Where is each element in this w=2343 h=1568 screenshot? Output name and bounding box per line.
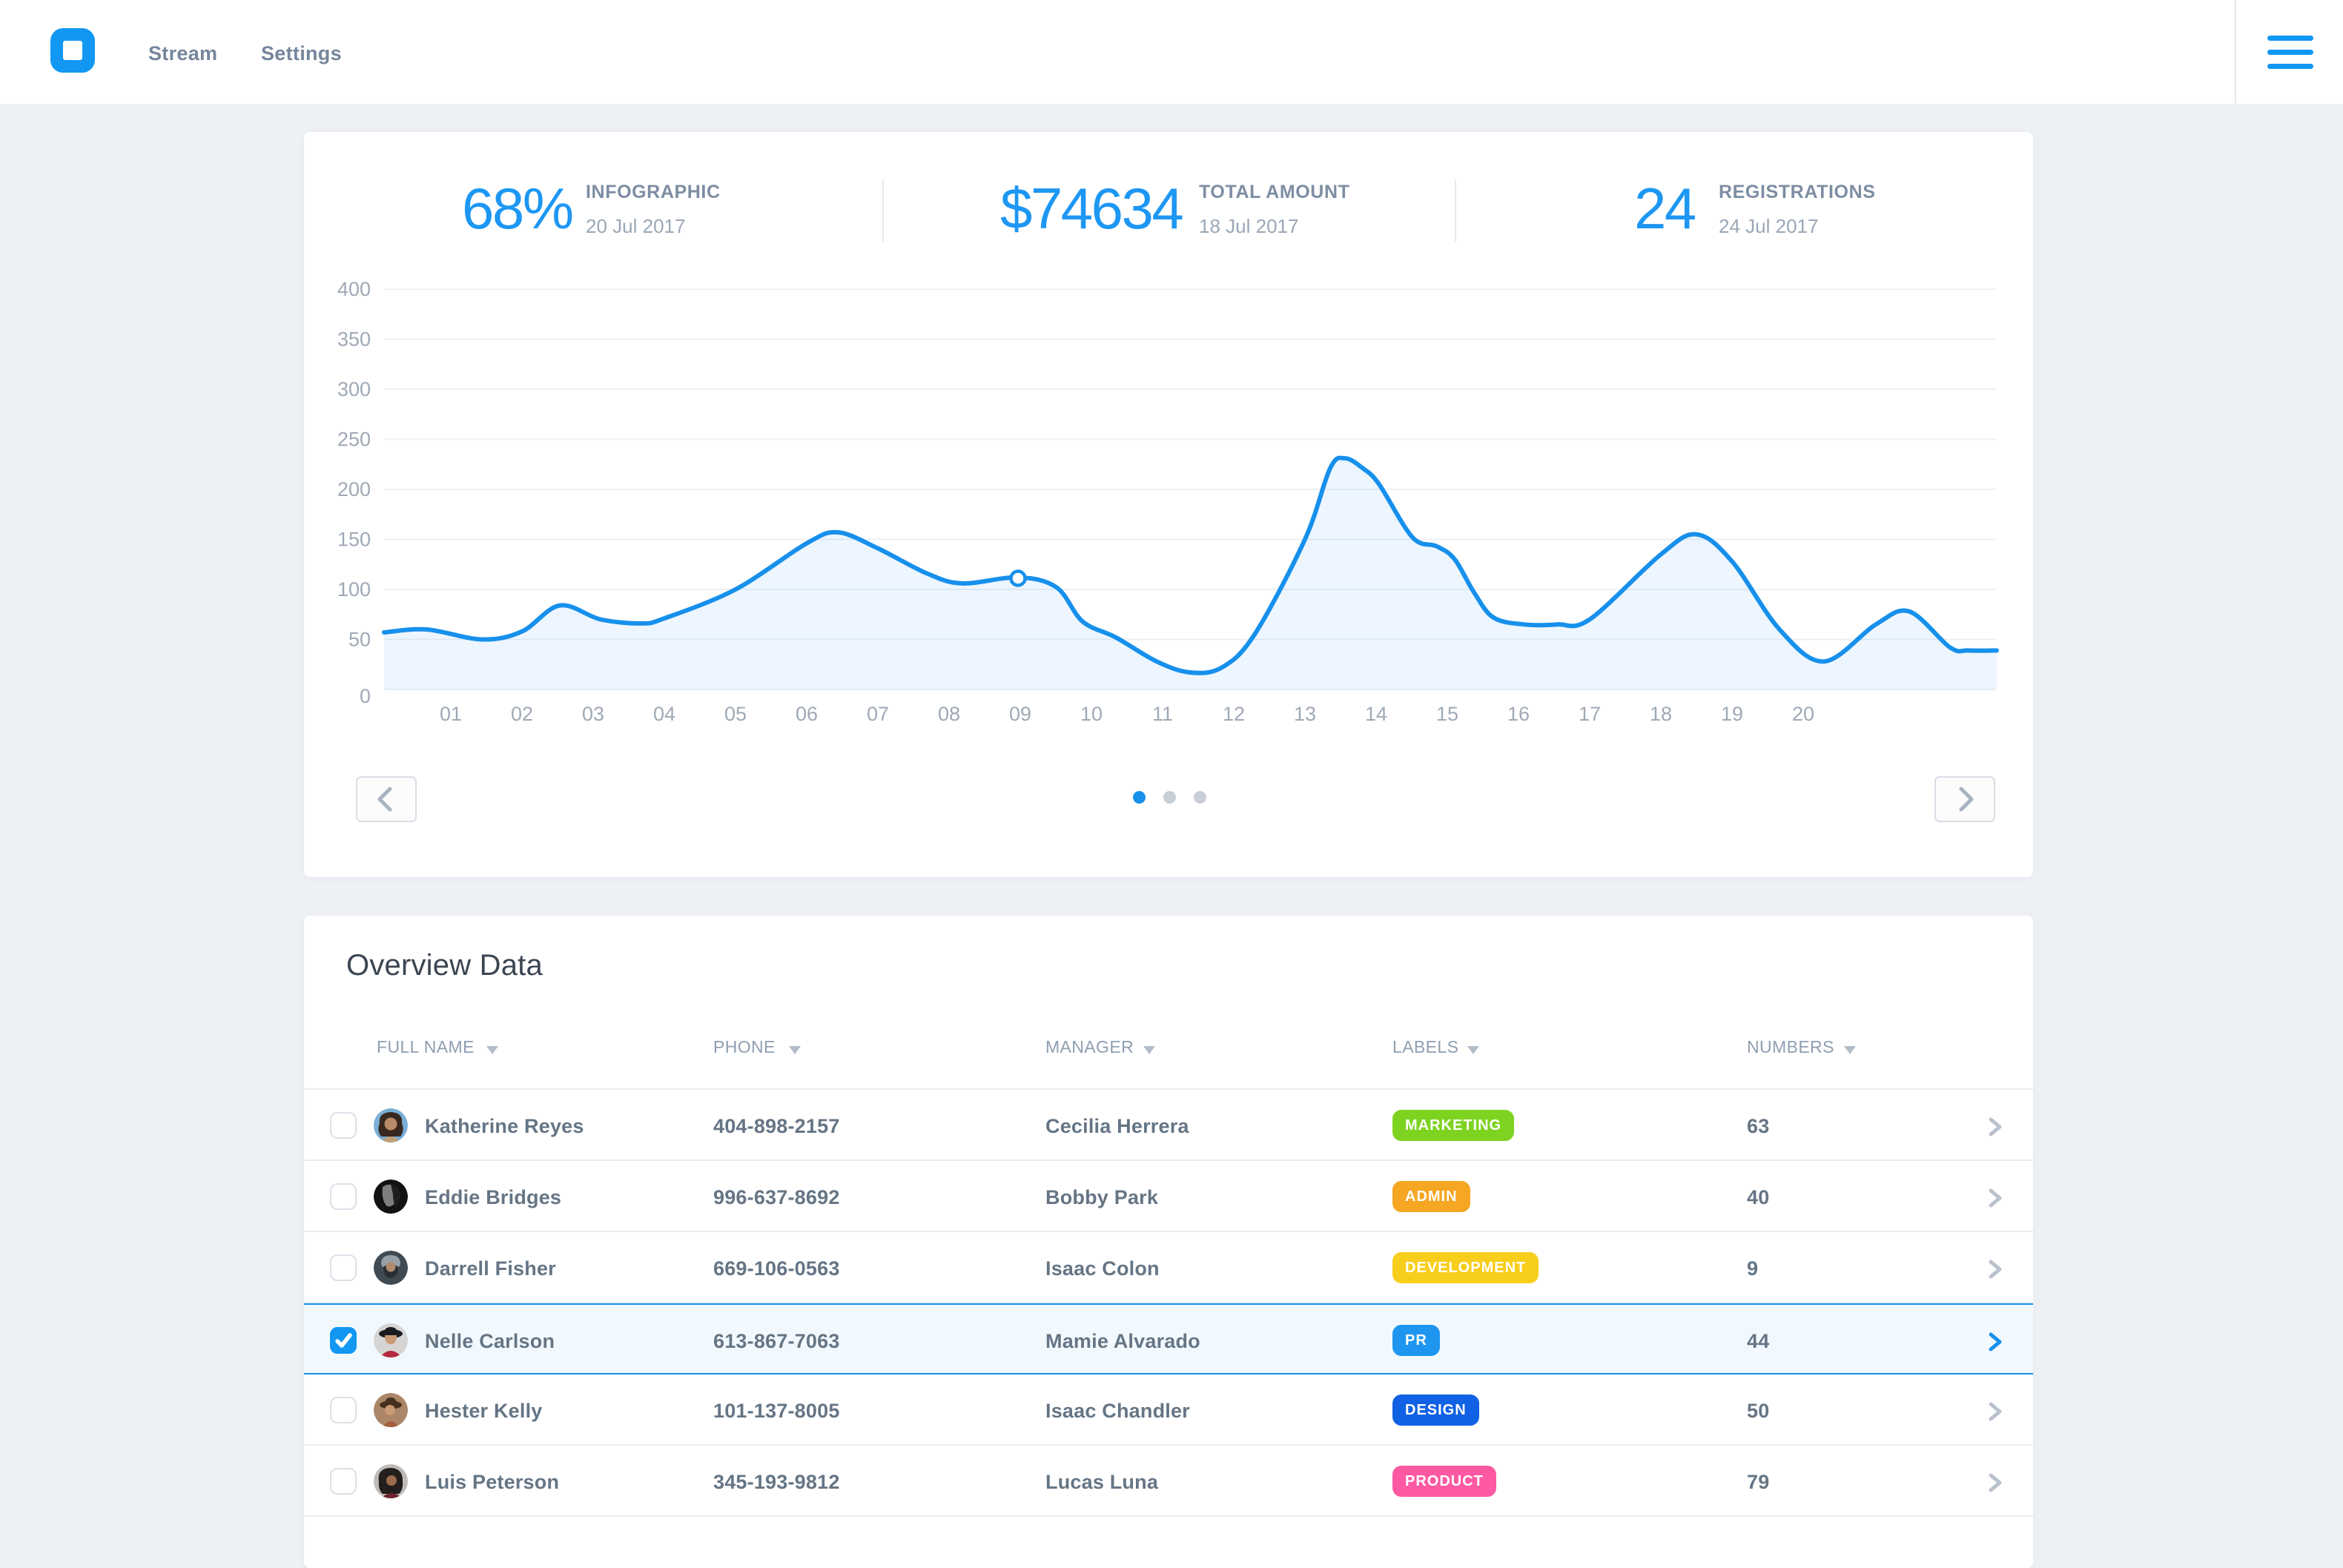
svg-text:18: 18 <box>1650 703 1672 725</box>
svg-text:17: 17 <box>1579 703 1601 725</box>
svg-text:150: 150 <box>337 529 371 551</box>
svg-text:16: 16 <box>1507 703 1530 725</box>
svg-text:350: 350 <box>337 328 371 351</box>
svg-text:05: 05 <box>724 703 747 725</box>
svg-text:19: 19 <box>1721 703 1743 725</box>
svg-text:400: 400 <box>337 278 371 300</box>
svg-text:02: 02 <box>511 703 533 725</box>
svg-text:08: 08 <box>938 703 960 725</box>
svg-text:100: 100 <box>337 578 371 601</box>
svg-text:12: 12 <box>1223 703 1245 725</box>
svg-text:10: 10 <box>1080 703 1103 725</box>
svg-text:200: 200 <box>337 478 371 500</box>
svg-text:04: 04 <box>653 703 675 725</box>
svg-text:50: 50 <box>348 629 371 651</box>
svg-text:20: 20 <box>1792 703 1814 725</box>
svg-text:14: 14 <box>1365 703 1387 725</box>
svg-text:15: 15 <box>1436 703 1458 725</box>
svg-text:01: 01 <box>440 703 462 725</box>
svg-text:03: 03 <box>582 703 604 725</box>
svg-text:06: 06 <box>796 703 818 725</box>
svg-text:0: 0 <box>360 685 371 707</box>
svg-text:13: 13 <box>1294 703 1316 725</box>
svg-text:250: 250 <box>337 429 371 451</box>
svg-text:11: 11 <box>1152 703 1173 725</box>
svg-text:09: 09 <box>1009 703 1031 725</box>
svg-text:07: 07 <box>867 703 889 725</box>
svg-text:300: 300 <box>337 378 371 400</box>
